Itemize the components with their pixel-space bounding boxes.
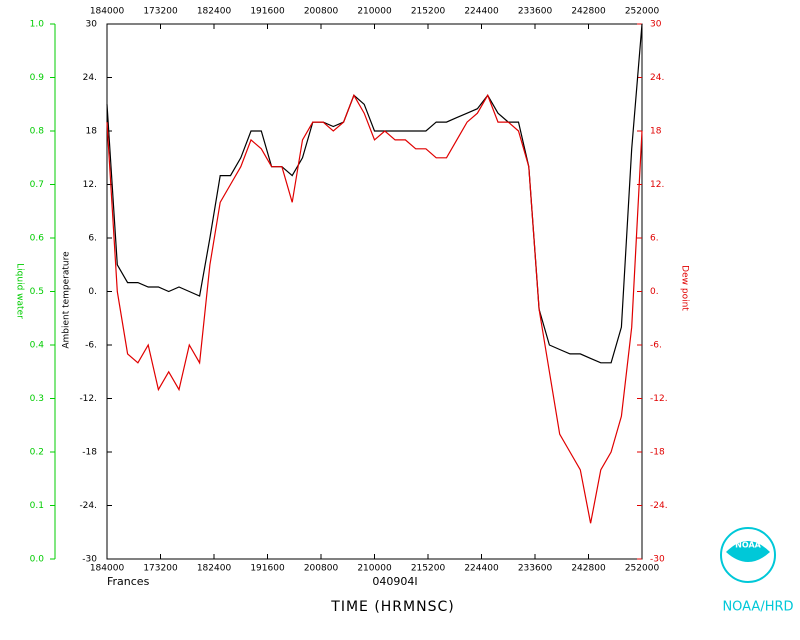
y-tick-label: -18: [82, 448, 97, 458]
x-tick-label: 210000: [357, 564, 392, 574]
x-tick-label-top: 224400: [464, 7, 499, 17]
x-tick-label-top: 200800: [304, 7, 339, 17]
y2-tick-label: 18: [650, 127, 662, 137]
y3-tick-label: 0.4: [30, 341, 45, 351]
y2-tick-label: 0.: [650, 287, 659, 297]
y-tick-label: 18: [86, 127, 98, 137]
y3-tick-label: 0.7: [30, 180, 44, 190]
x-tick-label-top: 182400: [197, 7, 232, 17]
y2-tick-label: 24.: [650, 73, 664, 83]
y2-tick-label: 30: [650, 20, 662, 30]
x-tick-label-top: 191600: [250, 7, 285, 17]
y3-tick-label: 0.5: [30, 287, 44, 297]
x-tick-label: 233600: [518, 564, 553, 574]
x-tick-label: 215200: [411, 564, 446, 574]
y2-tick-label: -18: [650, 448, 665, 458]
y2-tick-label: -24.: [650, 501, 668, 511]
y3-tick-label: 0.1: [30, 501, 44, 511]
x-tick-label-top: 184000: [90, 7, 125, 17]
y3-label: Liquid water: [15, 263, 25, 319]
storm-name: Frances: [107, 575, 150, 588]
x-tick-label-top: 210000: [357, 7, 392, 17]
x-tick-label-top: 252000: [625, 7, 660, 17]
y-tick-label: 30: [86, 20, 98, 30]
y3-tick-label: 0.8: [30, 127, 45, 137]
x-tick-label: 184000: [90, 564, 125, 574]
y2-tick-label: -12.: [650, 394, 668, 404]
y3-tick-label: 0.6: [30, 234, 45, 244]
y3-tick-label: 0.9: [30, 73, 45, 83]
y-tick-label: -6.: [85, 341, 97, 351]
y2-tick-label: -30: [650, 555, 665, 565]
y-tick-label: -30: [82, 555, 97, 565]
y2-label: Dew point: [680, 265, 690, 311]
x-tick-label: 173200: [143, 564, 178, 574]
series-line: [106, 23, 643, 364]
x-tick-label-top: 242800: [571, 7, 606, 17]
x-axis-title: TIME (HRMNSC): [330, 599, 454, 615]
y-tick-label: 0.: [88, 287, 97, 297]
y3-tick-label: 0.2: [30, 448, 44, 458]
logo-bird: [726, 541, 770, 562]
x-tick-label: 200800: [304, 564, 339, 574]
x-tick-label-top: 215200: [411, 7, 446, 17]
x-tick-label: 242800: [571, 564, 606, 574]
y-tick-label: -24.: [79, 501, 97, 511]
x-tick-label-top: 173200: [143, 7, 178, 17]
y2-tick-label: -6.: [650, 341, 662, 351]
y3-tick-label: 1.0: [30, 20, 45, 30]
y3-tick-label: 0.0: [30, 555, 45, 565]
y-tick-label: 6.: [88, 234, 97, 244]
plot-frame: [106, 23, 643, 560]
y-tick-label: 24.: [83, 73, 97, 83]
logo-text: NOAA: [735, 541, 761, 550]
x-tick-label: 191600: [250, 564, 285, 574]
y3-tick-label: 0.3: [30, 394, 44, 404]
x-tick-label: 252000: [625, 564, 660, 574]
y2-tick-label: 6.: [650, 234, 659, 244]
y2-tick-label: 12.: [650, 180, 664, 190]
x-tick-label-top: 233600: [518, 7, 553, 17]
flight-id: 040904I: [372, 575, 417, 588]
series-line: [106, 93, 643, 524]
y-tick-label: -12.: [79, 394, 97, 404]
logo-circle: [720, 527, 776, 583]
y-label: Ambient temperature: [62, 251, 72, 349]
noaa-logo: NOAA: [720, 527, 776, 583]
x-tick-label: 224400: [464, 564, 499, 574]
y-tick-label: 12.: [83, 180, 97, 190]
x-tick-label: 182400: [197, 564, 232, 574]
footer: NOAA/HRD: [722, 600, 793, 615]
